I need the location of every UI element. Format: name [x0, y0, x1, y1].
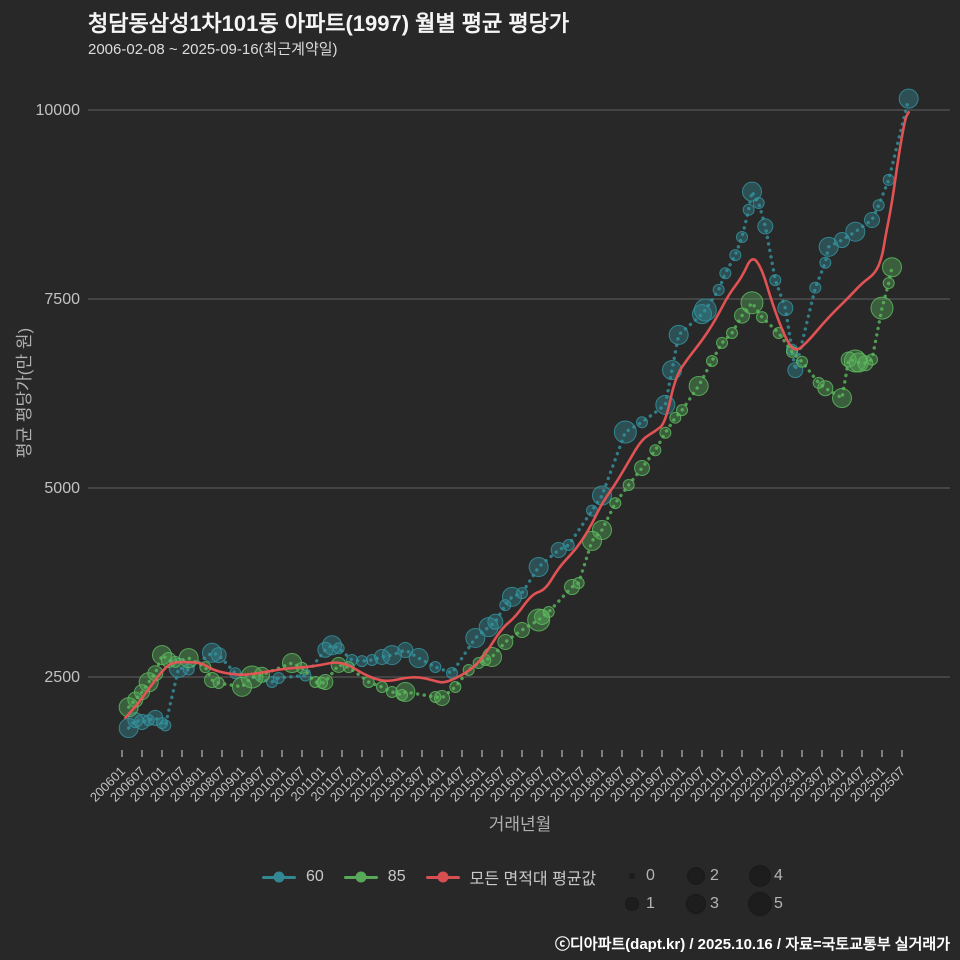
size-label-5: 5: [774, 895, 783, 912]
size-bubble-1: [618, 890, 646, 918]
legend-item-85: 85: [343, 868, 406, 886]
chart-title: 청담동삼성1차101동 아파트(1997) 월별 평균 평당가: [88, 11, 570, 36]
size-bubble-0: [618, 862, 646, 890]
svg-text:2500: 2500: [44, 669, 80, 686]
legend-label-average: 모든 면적대 평균값: [469, 871, 597, 888]
svg-text:7500: 7500: [44, 291, 80, 308]
legend-label-60: 60: [306, 868, 324, 885]
size-label-4: 4: [774, 867, 783, 884]
copyright-source-footer: ⓒ디아파트(dapt.kr) / 2025.10.16 / 자료=국토교통부 실…: [554, 936, 950, 953]
chart-legend: 60 85 모든 면적대 평균값: [262, 866, 596, 888]
svg-text:10000: 10000: [36, 102, 81, 119]
size-bubble-3: [682, 890, 710, 918]
size-label-3: 3: [710, 895, 719, 912]
size-bubble-4: [746, 862, 774, 890]
series-85-marker-icon: [343, 871, 378, 883]
svg-text:5000: 5000: [44, 480, 80, 497]
legend-item-average: 모든 면적대 평균값: [425, 865, 597, 889]
size-label-1: 1: [646, 895, 655, 912]
size-bubble-5: [746, 890, 774, 918]
size-label-2: 2: [710, 867, 719, 884]
legend-item-60: 60: [262, 868, 324, 886]
chart-subtitle: 2006-02-08 ~ 2025-09-16(최근계약일): [88, 41, 338, 58]
size-bubble-2: [682, 862, 710, 890]
svg-text:거래년월: 거래년월: [489, 815, 552, 834]
legend-label-85: 85: [387, 868, 406, 885]
svg-text:평균 평당가(만 원): 평균 평당가(만 원): [15, 328, 34, 458]
bubble-size-legend: 0 2 4 1 3 5: [618, 862, 810, 918]
size-label-0: 0: [646, 867, 655, 884]
series-average-marker-icon: [425, 871, 460, 883]
series-60-marker-icon: [262, 871, 296, 883]
